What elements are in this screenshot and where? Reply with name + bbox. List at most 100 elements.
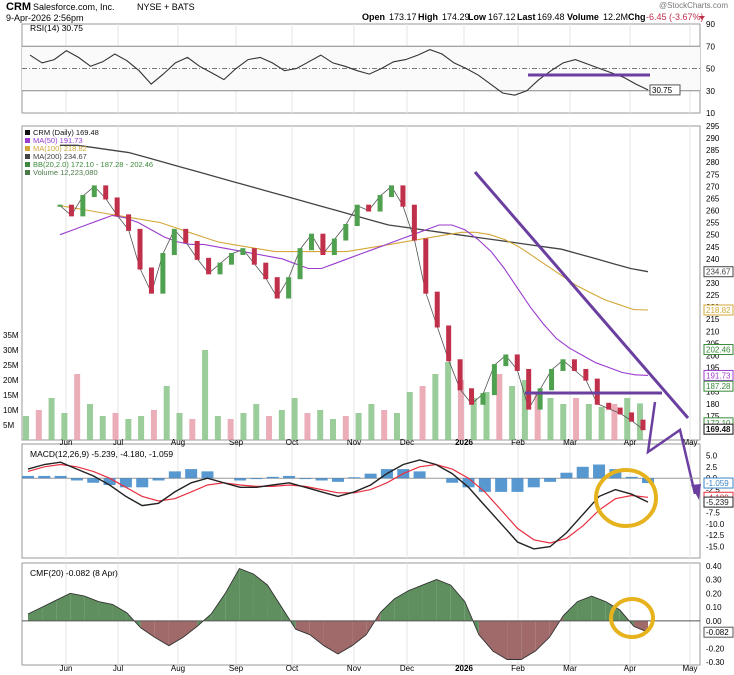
- cmf-area-segment: [563, 601, 578, 621]
- x-tick-label: Dec: [400, 664, 414, 673]
- price-candle: [446, 325, 452, 362]
- cmf-y-tick: -0.30: [706, 658, 725, 667]
- macd-highlight-circle: [594, 468, 658, 528]
- projection-arrow-line: [646, 401, 697, 495]
- macd-histogram-bar: [87, 478, 100, 483]
- volume-bar: [150, 410, 157, 440]
- cmf-line: [27, 567, 649, 660]
- price-candle: [503, 354, 509, 367]
- legend-entry: Volume 12,223,080: [33, 168, 98, 177]
- high-value: 174.29: [442, 12, 470, 22]
- macd-histogram-bar: [332, 478, 344, 482]
- price-candle: [491, 364, 497, 396]
- x-tick-label: Nov: [347, 664, 361, 673]
- rsi-y-tick: 70: [706, 42, 715, 51]
- macd-histogram-bar: [593, 464, 606, 479]
- cmf-y-tick: 0.40: [706, 562, 722, 571]
- cmf-y-tick: 0.10: [706, 603, 722, 612]
- volume-bar: [496, 374, 503, 440]
- price-line: [59, 185, 644, 430]
- macd-histogram-bar: [413, 471, 426, 479]
- price-candle: [377, 195, 383, 212]
- chart-header: CRM Salesforce.com, Inc. NYSE + BATS 9-A…: [6, 1, 728, 23]
- macd-y-tick: -10.0: [706, 520, 725, 529]
- price-y-tick: 195: [706, 364, 720, 373]
- price-y-tick: 215: [706, 315, 720, 324]
- macd-histogram-bar: [462, 478, 475, 488]
- price-candle: [514, 354, 520, 371]
- volume-bar: [227, 419, 234, 440]
- chg-label: Chg: [628, 12, 646, 22]
- macd-y-tick: -7.5: [706, 508, 720, 517]
- cmf-area-segment: [408, 585, 423, 621]
- price-candle: [263, 262, 269, 280]
- x-tick-label: Feb: [511, 664, 525, 673]
- macd-histogram-bar: [234, 478, 247, 481]
- company-name: Salesforce.com, Inc.: [33, 2, 115, 12]
- cmf-area-segment: [211, 593, 226, 621]
- cmf-area-segment: [253, 574, 268, 621]
- x-tick-label: Jul: [113, 664, 123, 673]
- price-candle: [366, 204, 372, 212]
- volume-y-tick: 15M: [3, 391, 19, 400]
- volume-bar: [214, 416, 221, 440]
- x-tick-label: Sep: [229, 664, 244, 673]
- cmf-area-segment: [422, 579, 437, 621]
- price-y-tick: 285: [706, 146, 720, 155]
- price-current-label-box: [703, 369, 734, 381]
- price-candle: [343, 224, 349, 241]
- macd-histogram-bar: [495, 478, 508, 492]
- cmf-area-segment: [507, 620, 522, 660]
- price-candle: [457, 359, 463, 391]
- volume-bar: [74, 374, 81, 440]
- volume-bar: [355, 413, 362, 440]
- price-candle: [148, 267, 154, 294]
- macd-line: [27, 459, 649, 550]
- macd-histogram-bar: [576, 466, 589, 479]
- price-current-label-box: [703, 423, 734, 435]
- down-triangle-icon: [699, 16, 705, 20]
- cmf-area-segment: [98, 601, 113, 621]
- x-tick-label: May: [682, 664, 697, 673]
- volume-bar: [585, 404, 592, 440]
- volume-bar: [35, 410, 42, 440]
- price-candle: [411, 204, 417, 241]
- price-current-label: 191.73: [706, 371, 731, 380]
- x-tick-label: Feb: [511, 438, 525, 447]
- volume-bar: [266, 416, 273, 440]
- volume-bar: [432, 374, 439, 440]
- volume-bar: [560, 404, 567, 440]
- macd-y-tick: 5.0: [706, 451, 718, 460]
- price-y-tick: 290: [706, 134, 720, 143]
- volume-bar: [330, 419, 336, 440]
- volume-bar: [112, 413, 119, 440]
- price-y-tick: 175: [706, 412, 720, 421]
- legend-swatch: [25, 154, 30, 159]
- volume-y-tick: 5M: [3, 421, 14, 430]
- price-y-tick: 180: [706, 400, 720, 409]
- volume-bar: [317, 410, 324, 440]
- price-candle: [389, 185, 395, 198]
- price-candle: [228, 253, 234, 265]
- price-candle: [68, 204, 74, 217]
- rsi-current-label: 30.75: [652, 86, 673, 95]
- volume-bar: [611, 404, 618, 440]
- price-y-tick: 295: [706, 122, 720, 131]
- cmf-area-segment: [394, 590, 409, 621]
- low-label: Low: [468, 12, 487, 22]
- price-candle: [571, 359, 577, 371]
- price-current-label: 234.67: [706, 268, 731, 277]
- price-y-tick: 230: [706, 279, 720, 288]
- symbol: CRM: [6, 1, 31, 13]
- cmf-area-segment: [84, 596, 99, 621]
- price-candle: [194, 240, 200, 260]
- volume-bar: [48, 398, 55, 440]
- price-current-label-box: [703, 304, 734, 316]
- price-y-tick: 210: [706, 327, 720, 336]
- volume-bar: [445, 362, 452, 440]
- x-tick-label: Aug: [171, 438, 185, 447]
- macd-histogram-bar: [201, 471, 214, 479]
- cmf-area-segment: [380, 598, 395, 621]
- downtrend-line: [473, 171, 690, 419]
- legend-entry: MA(100) 218.82: [33, 144, 87, 153]
